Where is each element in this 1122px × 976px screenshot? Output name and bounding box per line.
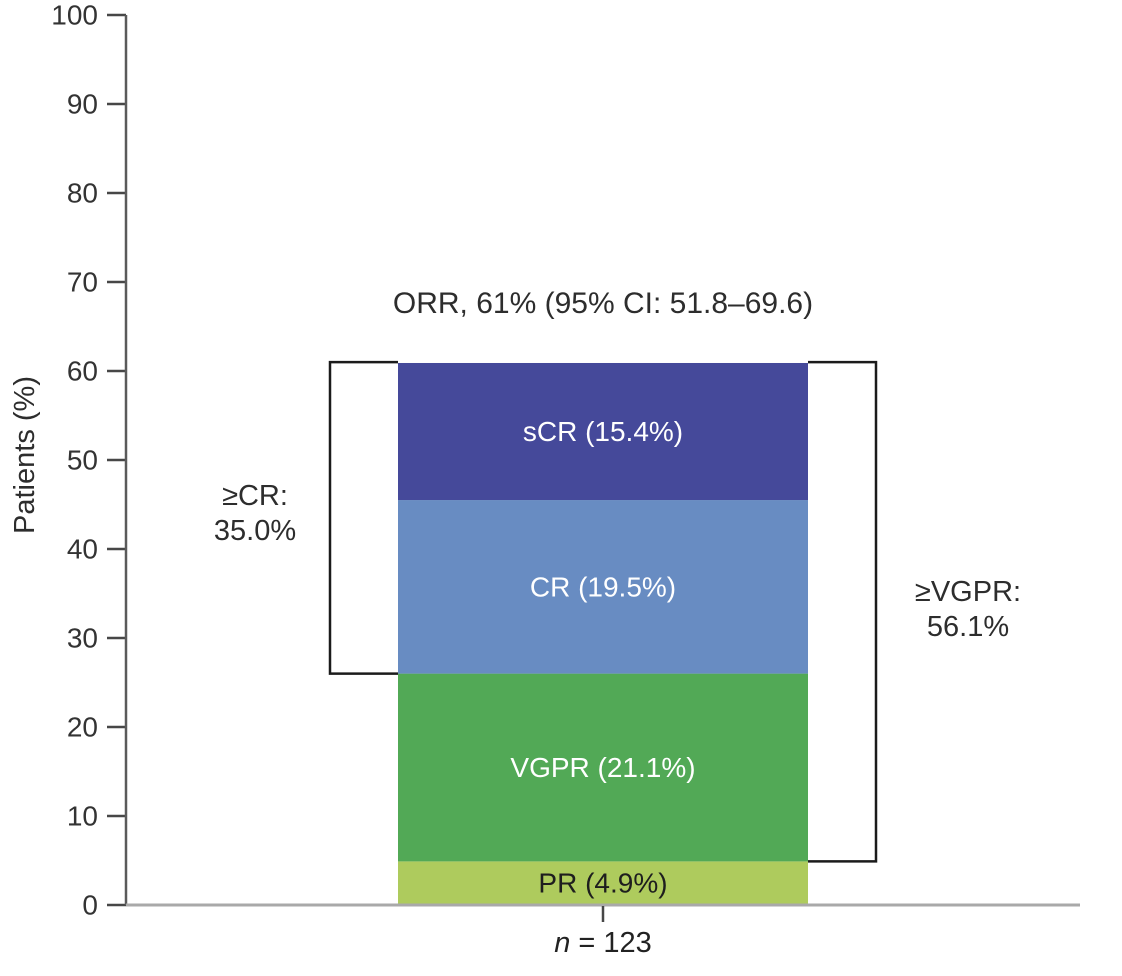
sample-size-equals: = (570, 927, 603, 959)
bracket-label-vgpr-line1: ≥VGPR: (915, 576, 1021, 608)
y-tick-label: 60 (67, 356, 98, 387)
bar-segments (398, 362, 808, 905)
y-tick-label: 100 (51, 0, 98, 31)
bar-segment-CR (398, 500, 808, 674)
y-tick-label: 90 (67, 89, 98, 120)
y-tick-label: 70 (67, 267, 98, 298)
y-tick-label: 0 (82, 890, 98, 921)
segment-label-PR: PR (4.9%) (538, 868, 667, 899)
y-tick-label: 20 (67, 712, 98, 743)
span-brackets (328, 360, 878, 863)
y-axis-label: Patients (%) (9, 376, 41, 534)
chart-title: ORR, 61% (95% CI: 51.8–69.6) (393, 287, 813, 320)
bar-segment-PR (398, 861, 808, 905)
bracket-vgpr-or-better (808, 360, 878, 863)
y-tick-label: 10 (67, 801, 98, 832)
y-tick-label: 30 (67, 623, 98, 654)
segment-label-VGPR: VGPR (21.1%) (510, 752, 695, 783)
segment-label-sCR: sCR (15.4%) (523, 416, 683, 447)
sample-size-label: n = 123 (554, 927, 652, 959)
bracket-label-cr-line2: 35.0% (214, 515, 296, 547)
bar-segment-VGPR (398, 673, 808, 862)
bracket-label-vgpr-line2: 56.1% (927, 611, 1009, 643)
y-tick-label: 80 (67, 178, 98, 209)
sample-size-symbol: n (554, 927, 570, 959)
y-tick-label: 50 (67, 445, 98, 476)
bracket-label-cr-line1: ≥CR: (222, 480, 288, 512)
bracket-cr-or-better (328, 360, 398, 675)
bar-segment-sCR (398, 362, 808, 501)
y-tick-label: 40 (67, 534, 98, 565)
segment-label-CR: CR (19.5%) (530, 571, 676, 602)
y-axis-ticks: 0 10 20 30 40 50 60 70 80 90 100 (51, 0, 126, 921)
sample-size-value: 123 (603, 927, 651, 959)
